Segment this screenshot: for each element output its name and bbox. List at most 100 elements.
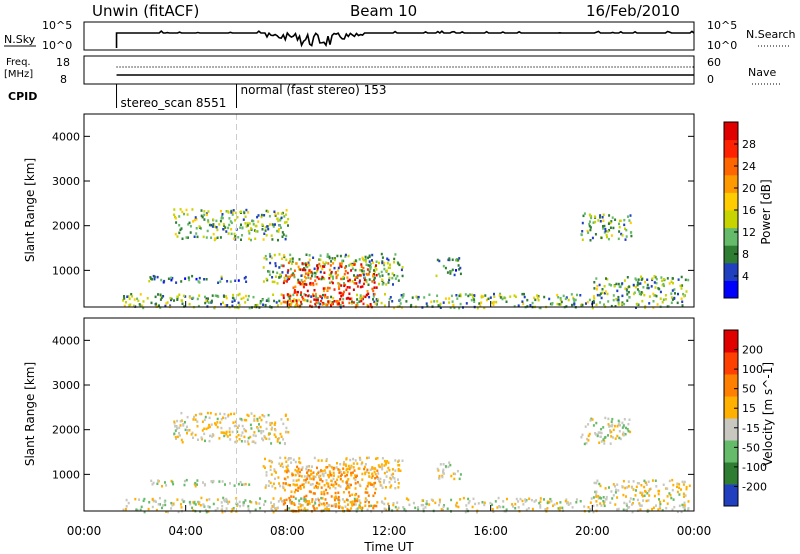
power-echo-cell [608,283,611,286]
power-echo-cell [444,297,447,300]
velocity-echo-cell [638,482,641,485]
power-echo-cell [326,286,329,290]
velocity-echo-cell [368,501,370,504]
velocity-echo-cell [604,498,607,501]
velocity-echo-cell [298,502,301,505]
velocity-echo-cell [356,462,359,465]
power-echo-cell [513,294,516,297]
velocity-echo-cell [421,499,424,502]
velocity-echo-cell [325,482,328,485]
power-echo-cell [565,296,568,299]
power-echo-cell [205,299,208,302]
velocity-echo-cell [282,422,285,426]
power-echo-cell [353,263,356,266]
power-colorbar-segment [724,122,738,141]
power-echo-cell [386,257,389,260]
power-echo-cell [203,278,206,281]
power-echo-cell [173,213,176,216]
velocity-echo-cell [477,502,480,505]
velocity-echo-cell [151,498,154,501]
velocity-echo-cell [286,469,289,472]
power-echo-cell [196,297,199,301]
power-echo-cell [375,264,377,267]
velocity-echo-cell [352,466,355,469]
power-echo-cell [227,226,230,230]
power-echo-cell [157,293,159,296]
velocity-echo-cell [270,421,273,425]
velocity-echo-cell [326,505,328,509]
power-echo-cell [682,292,685,296]
velocity-echo-cell [329,472,332,475]
velocity-echo-cell [682,504,685,507]
power-echo-cell [352,301,355,304]
velocity-colorbar-segment [724,484,738,507]
power-echo-cell [327,300,330,303]
velocity-echo-cell [242,504,245,507]
power-echo-cell [359,297,362,300]
velocity-echo-cell [442,508,444,512]
power-echo-cell [229,220,232,223]
power-echo-cell [656,303,659,306]
power-echo-cell [343,290,345,294]
velocity-echo-cell [384,461,387,464]
velocity-echo-cell [284,501,287,505]
power-echo-cell [351,302,353,305]
velocity-echo-cell [308,477,311,480]
power-echo-cell [321,296,323,300]
power-echo-cell [373,276,376,280]
velocity-echo-cell [317,471,320,475]
velocity-echo-cell [274,487,277,490]
power-echo-cell [340,277,343,281]
velocity-echo-cell [604,435,607,439]
velocity-echo-cell [299,484,302,488]
velocity-echo-cell [354,487,357,490]
velocity-echo-cell [348,466,351,470]
power-echo-cell [367,292,370,296]
x-tick-label: 08:00 [270,524,305,538]
velocity-echo-cell [327,475,330,479]
power-echo-cell [206,229,209,233]
velocity-echo-cell [347,478,350,481]
power-echo-cell [570,293,573,296]
velocity-echo-cell [453,477,456,481]
power-echo-cell [215,219,218,223]
velocity-echo-cell [662,483,665,486]
power-echo-cell [265,258,268,261]
power-echo-cell [302,285,305,289]
power-echo-cell [610,304,613,308]
power-echo-cell [267,270,270,273]
velocity-echo-cell [454,503,457,507]
power-echo-cell [358,281,361,284]
power-echo-cell [416,296,419,299]
velocity-echo-cell [307,469,310,472]
velocity-echo-cell [557,507,560,510]
power-echo-cell [448,257,451,260]
power-echo-cell [336,269,339,272]
power-echo-cell [216,228,219,232]
power-echo-cell [391,276,394,280]
velocity-echo-cell [356,507,359,510]
power-echo-cell [548,297,551,301]
velocity-echo-cell [397,486,400,489]
power-echo-cell [319,254,322,257]
velocity-echo-cell [366,468,369,472]
velocity-echo-cell [643,494,646,497]
velocity-echo-cell [383,502,386,506]
power-echo-cell [363,278,366,282]
velocity-echo-cell [558,509,561,512]
power-echo-cell [211,225,214,228]
power-echo-cell [591,306,594,310]
velocity-echo-cell [639,508,642,512]
velocity-echo-cell [334,487,337,490]
power-echo-cell [606,230,609,233]
power-echo-cell [369,304,372,308]
velocity-echo-cell [388,469,391,472]
power-echo-cell [592,295,595,298]
power-echo-cell [342,292,345,295]
velocity-echo-cell [339,505,342,508]
power-echo-cell [614,305,617,308]
power-echo-cell [681,300,684,303]
velocity-echo-cell [375,504,378,508]
power-echo-cell [316,276,319,279]
power-echo-cell [626,290,628,293]
